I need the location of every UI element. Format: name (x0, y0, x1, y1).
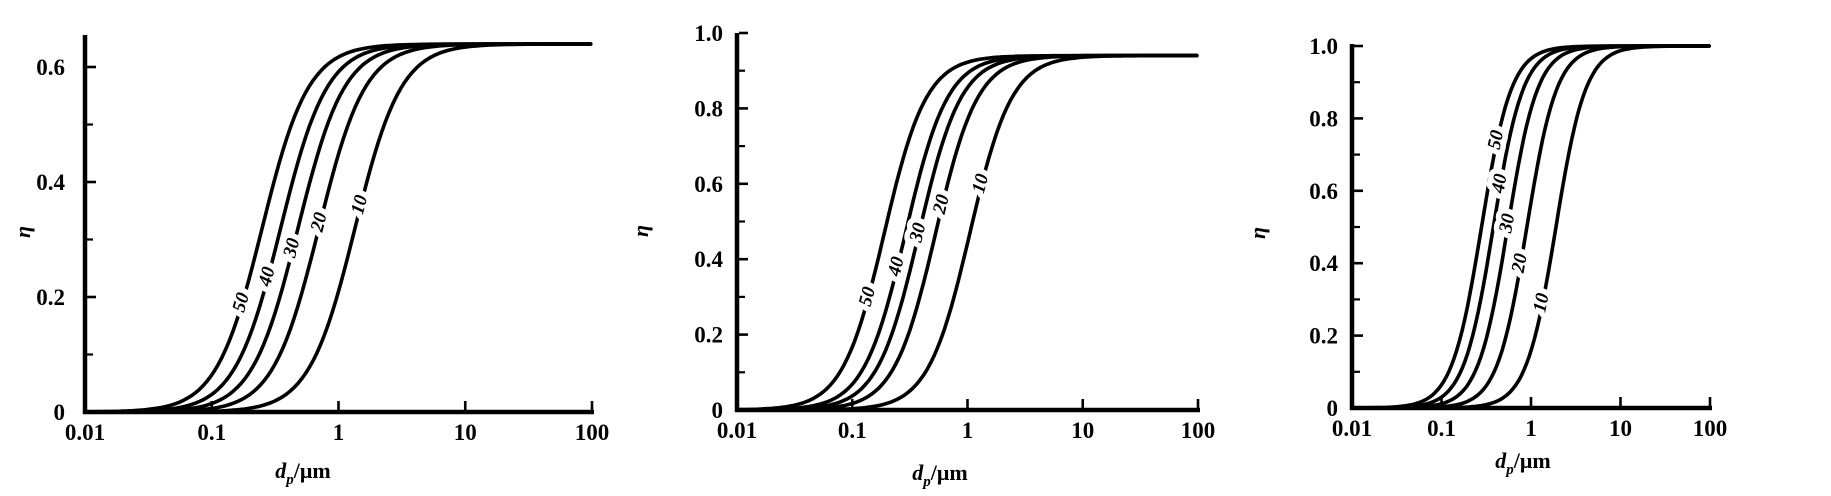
x-tick-label: 100 (575, 420, 610, 445)
curve-label-10: 10 (1529, 291, 1553, 314)
curve-label-50: 50 (855, 284, 880, 308)
curve-40 (735, 53, 1199, 412)
x-tick-label: 0.1 (197, 420, 226, 445)
y-tick-label: 0.2 (1309, 324, 1338, 349)
y-tick-label: 0 (1327, 396, 1339, 421)
y-tick-label: 1.0 (694, 21, 723, 46)
y-tick-label: 0.6 (36, 55, 65, 80)
y-tick-label: 0.4 (694, 247, 723, 272)
y-tick-label: 0.6 (694, 172, 723, 197)
x-tick-label: 10 (454, 420, 477, 445)
curve-30 (735, 53, 1199, 412)
curve-label-30: 30 (905, 220, 930, 245)
x-tick-label: 1 (1525, 416, 1537, 441)
curve-label-40: 40 (254, 264, 280, 289)
curve-label-30: 30 (1495, 212, 1519, 236)
y-tick-label: 0.4 (36, 170, 65, 195)
curve-10 (1350, 44, 1711, 410)
x-tick-label: 100 (1181, 418, 1216, 443)
curve-20 (735, 53, 1199, 412)
x-tick-label: 0.01 (717, 418, 757, 443)
curve-label-50: 50 (1484, 128, 1509, 151)
y-tick-label: 0.4 (1309, 251, 1338, 276)
y-tick-label: 0.2 (694, 323, 723, 348)
y-axis-title: η (10, 226, 35, 238)
x-tick-label: 0.01 (1332, 416, 1372, 441)
curve-label-10: 10 (347, 192, 372, 216)
x-tick-label: 1 (333, 420, 345, 445)
curve-10 (83, 42, 593, 414)
x-axis-title: dp/μm (275, 458, 330, 488)
curve-label-50: 50 (228, 290, 254, 315)
y-tick-label: 0.6 (1309, 179, 1338, 204)
x-tick-label: 0.1 (838, 418, 867, 443)
x-axis-title: dp/μm (1495, 448, 1550, 478)
x-tick-label: 0.1 (1427, 416, 1456, 441)
x-tick-label: 100 (1693, 416, 1728, 441)
curve-label-20: 20 (306, 210, 331, 235)
y-tick-label: 0.8 (1309, 106, 1338, 131)
curve-label-40: 40 (884, 254, 909, 279)
curve-label-40: 40 (1487, 172, 1511, 196)
curve-30 (83, 42, 593, 414)
y-tick-label: 0.8 (694, 96, 723, 121)
curve-label-10: 10 (968, 171, 993, 195)
chart-panel-3: 0.01 0.1 1 10 100 0 0.2 0.4 0.6 0.8 1.0 50 40 30 20 10 η… (1245, 34, 1727, 478)
y-tick-label: 0 (54, 400, 66, 425)
x-tick-label: 10 (1609, 416, 1632, 441)
curve-label-30: 30 (279, 236, 304, 261)
y-tick-label: 1.0 (1309, 34, 1338, 59)
curve-label-20: 20 (1508, 251, 1532, 275)
x-axis-title: dp/μm (912, 460, 967, 490)
x-tick-label: 10 (1071, 418, 1094, 443)
curve-label-20: 20 (929, 192, 954, 217)
y-tick-label: 0 (712, 398, 724, 423)
curve-50 (735, 53, 1199, 412)
y-tick-label: 0.2 (36, 285, 65, 310)
x-tick-label: 0.01 (65, 420, 105, 445)
curve-10 (735, 53, 1199, 412)
x-tick-label: 1 (962, 418, 974, 443)
y-axis-title: η (628, 225, 653, 237)
y-axis-title: η (1245, 227, 1270, 239)
